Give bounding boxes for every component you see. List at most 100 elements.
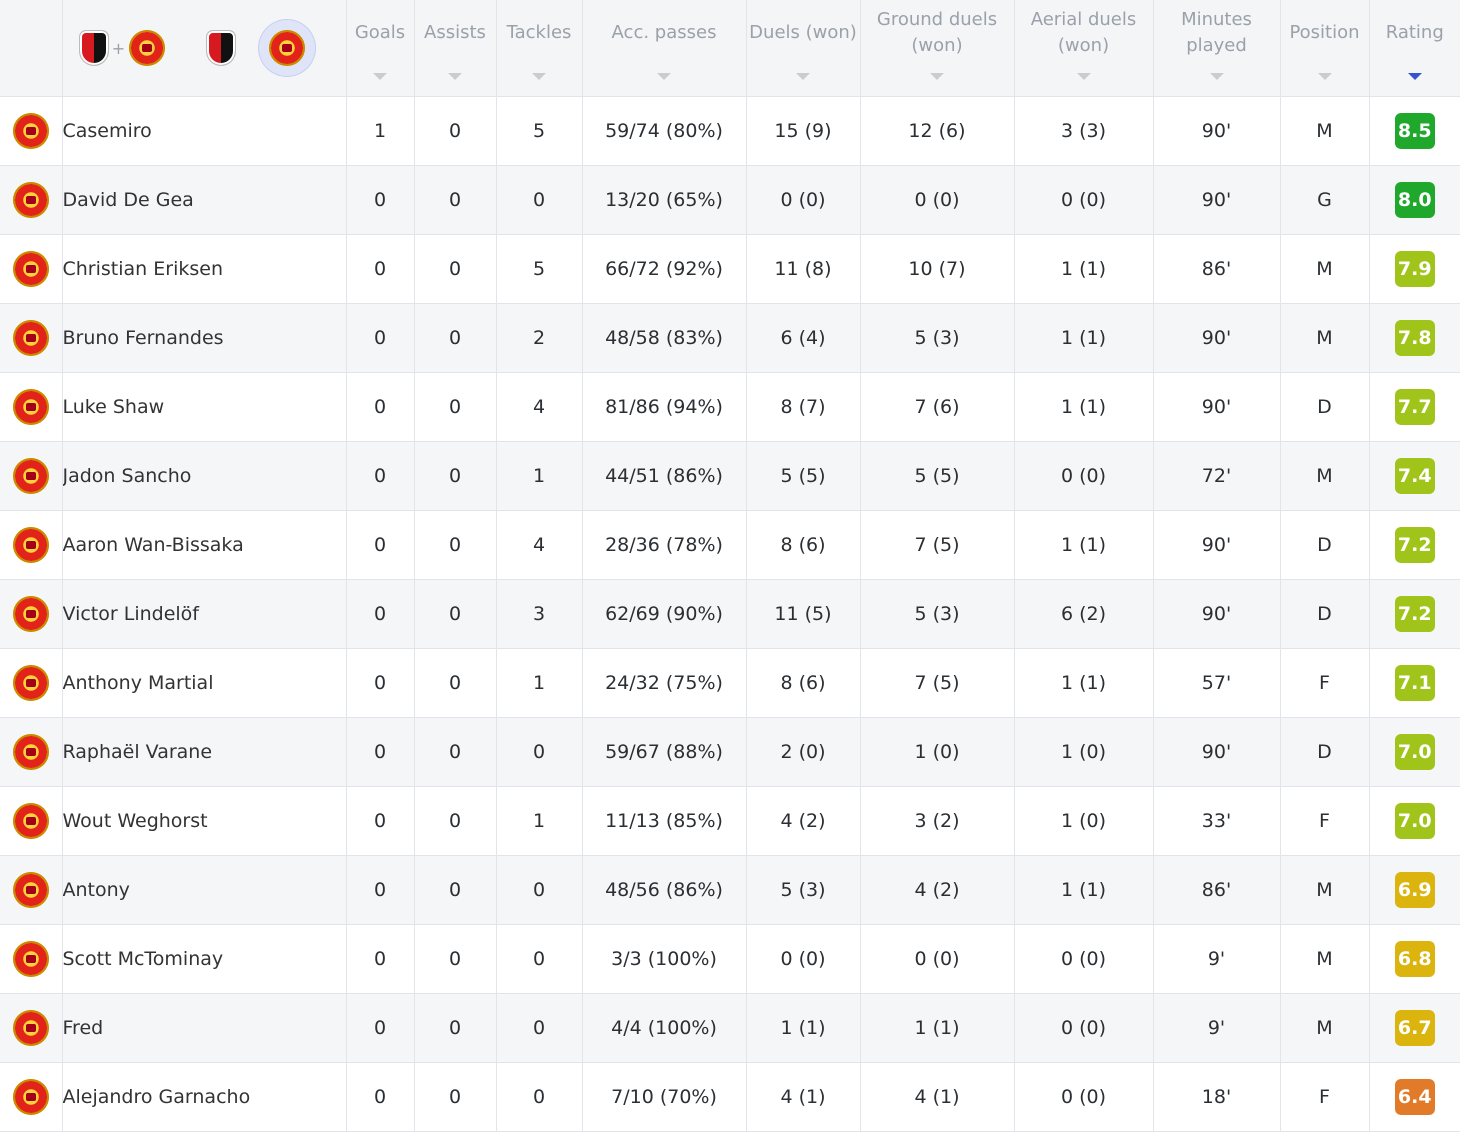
filter-both-teams-button[interactable]: + (63, 20, 183, 76)
position-cell: D (1280, 580, 1369, 649)
player-name[interactable]: Luke Shaw (62, 373, 346, 442)
ground-duels-cell: 10 (7) (860, 235, 1014, 304)
column-header-assists[interactable]: Assists (414, 0, 496, 97)
minutes-played-cell: 90' (1153, 166, 1280, 235)
assists-cell: 0 (414, 580, 496, 649)
header-crest-spacer (0, 0, 62, 97)
minutes-played-cell: 33' (1153, 787, 1280, 856)
player-name[interactable]: Bruno Fernandes (62, 304, 346, 373)
assists-cell: 0 (414, 994, 496, 1063)
goals-cell: 0 (346, 511, 414, 580)
column-header-aerial-duels[interactable]: Aerial duels (won) (1014, 0, 1153, 97)
goals-cell: 0 (346, 1063, 414, 1132)
player-name[interactable]: David De Gea (62, 166, 346, 235)
team-crest-cell (0, 442, 62, 511)
player-name[interactable]: Christian Eriksen (62, 235, 346, 304)
column-header-ground-duels[interactable]: Ground duels (won) (860, 0, 1014, 97)
goals-cell: 0 (346, 718, 414, 787)
sort-arrow-icon (657, 73, 671, 80)
filter-manchester-united-button[interactable] (259, 20, 315, 76)
column-header-tackles[interactable]: Tackles (496, 0, 582, 97)
rating-cell: 6.4 (1369, 1063, 1460, 1132)
goals-cell: 0 (346, 304, 414, 373)
position-cell: G (1280, 166, 1369, 235)
team-crest-cell (0, 511, 62, 580)
player-name[interactable]: Victor Lindelöf (62, 580, 346, 649)
manchester-united-crest-icon (13, 665, 49, 701)
player-name[interactable]: Raphaël Varane (62, 718, 346, 787)
player-name[interactable]: Wout Weghorst (62, 787, 346, 856)
rating-cell: 8.0 (1369, 166, 1460, 235)
duels-cell: 6 (4) (746, 304, 860, 373)
team-filter-group: + (63, 0, 346, 96)
column-label: Minutes played (1154, 0, 1280, 66)
position-cell: D (1280, 718, 1369, 787)
goals-cell: 0 (346, 994, 414, 1063)
manchester-united-crest-icon (13, 596, 49, 632)
goals-cell: 0 (346, 856, 414, 925)
sort-arrow-icon (796, 73, 810, 80)
ground-duels-cell: 12 (6) (860, 97, 1014, 166)
manchester-united-crest-icon (13, 803, 49, 839)
position-cell: M (1280, 97, 1369, 166)
column-header-acc-passes[interactable]: Acc. passes (582, 0, 746, 97)
player-name[interactable]: Jadon Sancho (62, 442, 346, 511)
ground-duels-cell: 0 (0) (860, 925, 1014, 994)
ground-duels-cell: 1 (0) (860, 718, 1014, 787)
ground-duels-cell: 0 (0) (860, 166, 1014, 235)
minutes-played-cell: 90' (1153, 580, 1280, 649)
minutes-played-cell: 90' (1153, 97, 1280, 166)
player-name[interactable]: Fred (62, 994, 346, 1063)
column-header-goals[interactable]: Goals (346, 0, 414, 97)
rating-cell: 7.0 (1369, 787, 1460, 856)
aerial-duels-cell: 3 (3) (1014, 97, 1153, 166)
duels-cell: 15 (9) (746, 97, 860, 166)
player-name[interactable]: Antony (62, 856, 346, 925)
assists-cell: 0 (414, 97, 496, 166)
position-cell: M (1280, 925, 1369, 994)
player-name[interactable]: Alejandro Garnacho (62, 1063, 346, 1132)
goals-cell: 0 (346, 925, 414, 994)
assists-cell: 0 (414, 856, 496, 925)
player-name[interactable]: Casemiro (62, 97, 346, 166)
manchester-united-crest-icon (13, 527, 49, 563)
column-header-position[interactable]: Position (1280, 0, 1369, 97)
acc-passes-cell: 66/72 (92%) (582, 235, 746, 304)
aerial-duels-cell: 6 (2) (1014, 580, 1153, 649)
acc-passes-cell: 28/36 (78%) (582, 511, 746, 580)
player-name[interactable]: Anthony Martial (62, 649, 346, 718)
rating-cell: 7.1 (1369, 649, 1460, 718)
column-header-minutes-played[interactable]: Minutes played (1153, 0, 1280, 97)
team-crest-cell (0, 925, 62, 994)
column-header-rating[interactable]: Rating (1369, 0, 1460, 97)
afc-bournemouth-crest-icon (80, 31, 108, 65)
column-header-duels[interactable]: Duels (won) (746, 0, 860, 97)
acc-passes-cell: 81/86 (94%) (582, 373, 746, 442)
player-name[interactable]: Aaron Wan-Bissaka (62, 511, 346, 580)
aerial-duels-cell: 0 (0) (1014, 166, 1153, 235)
column-label: Position (1281, 0, 1369, 66)
ground-duels-cell: 5 (3) (860, 304, 1014, 373)
tackles-cell: 2 (496, 304, 582, 373)
duels-cell: 11 (8) (746, 235, 860, 304)
goals-cell: 0 (346, 235, 414, 304)
filter-bournemouth-button[interactable] (193, 20, 249, 76)
aerial-duels-cell: 1 (0) (1014, 787, 1153, 856)
player-name[interactable]: Scott McTominay (62, 925, 346, 994)
